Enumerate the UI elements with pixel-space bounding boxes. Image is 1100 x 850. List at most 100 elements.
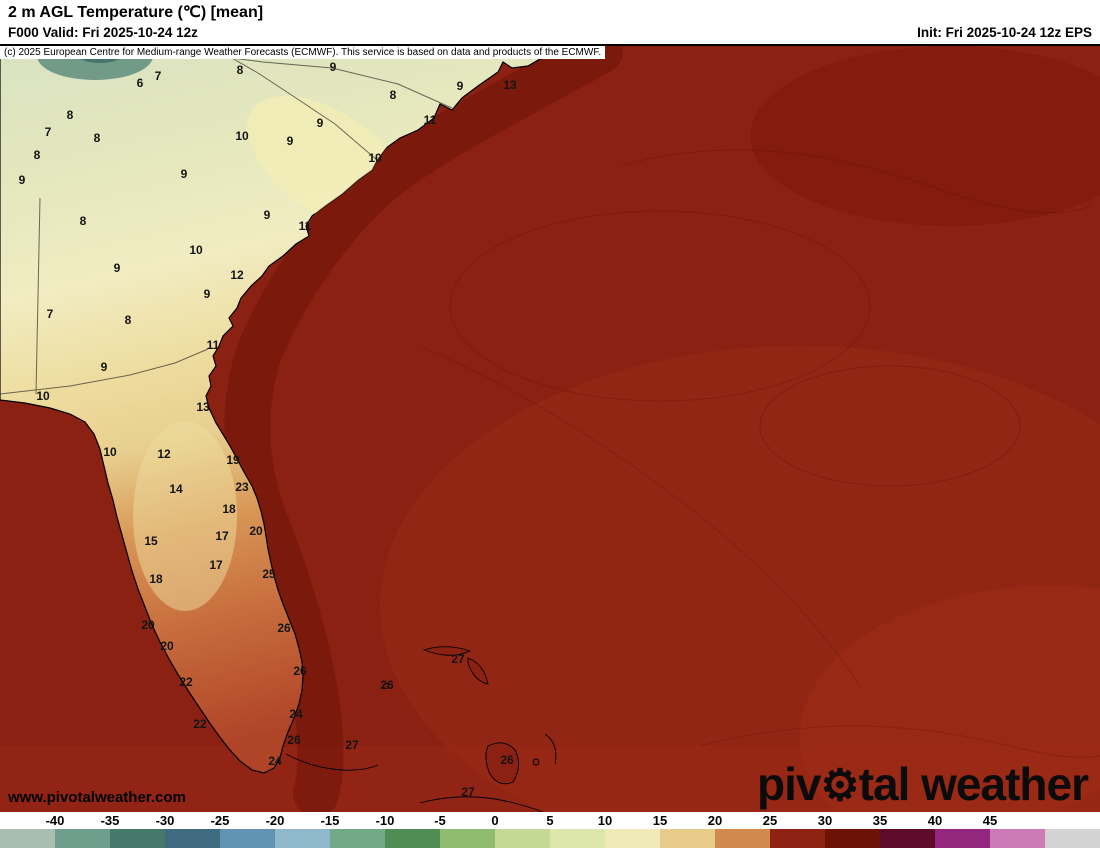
temp-label: 10	[368, 151, 382, 165]
colorbar-tick-label: -30	[155, 813, 175, 828]
colorbar-segment	[165, 829, 220, 848]
temp-label: 24	[289, 707, 303, 721]
temp-label: 8	[93, 131, 101, 145]
temp-label: 11	[298, 219, 312, 233]
map-label-layer: 6 7 8 9 8 9 13 8 7 8 10 9 9 11 8 10 9 9 8 9 11 10 9 12 9 7 8 11 9 10 1…	[0, 46, 1100, 812]
colorbar-segment	[990, 829, 1045, 848]
temp-label: 10	[235, 129, 249, 143]
temp-label: 26	[287, 733, 301, 747]
colorbar-tick-label: -40	[45, 813, 65, 828]
temp-label: 7	[154, 69, 162, 83]
colorbar-segment	[550, 829, 605, 848]
temp-label: 17	[215, 529, 229, 543]
temp-label: 20	[141, 618, 155, 632]
temp-label: 10	[103, 445, 117, 459]
colorbar-tick-label: -10	[375, 813, 395, 828]
colorbar-segment	[825, 829, 880, 848]
temp-label: 8	[79, 214, 87, 228]
colorbar-tick-label: -20	[265, 813, 285, 828]
valid-time-label: F000 Valid: Fri 2025-10-24 12z	[8, 25, 198, 40]
temp-label: 27	[461, 785, 475, 799]
temp-label: 8	[66, 108, 74, 122]
temperature-map	[0, 46, 1100, 812]
temp-label: 13	[196, 400, 210, 414]
colorbar-tick-label: 20	[707, 813, 723, 828]
temp-label: 15	[144, 534, 158, 548]
temp-label: 9	[329, 60, 337, 74]
islands	[285, 646, 557, 812]
temp-label: 20	[160, 639, 174, 653]
colorbar-tick-label: 15	[652, 813, 668, 828]
temp-label: 11	[206, 338, 220, 352]
colorbar-segment	[715, 829, 770, 848]
temp-label: 12	[157, 447, 171, 461]
temp-label: 20	[249, 524, 263, 538]
temp-label: 24	[268, 754, 282, 768]
colorbar-segment	[385, 829, 440, 848]
colorbar-segment	[660, 829, 715, 848]
temp-label: 9	[18, 173, 26, 187]
temp-label: 26	[293, 664, 307, 678]
temp-label: 7	[44, 125, 52, 139]
temp-label: 14	[169, 482, 183, 496]
colorbar-ticks: -40 -35 -30 -25 -20 -15 -10 -5 0 5 10 15 20 25 30 35 40 4…	[0, 812, 1100, 829]
temp-label: 9	[286, 134, 294, 148]
temp-label: 8	[236, 63, 244, 77]
page-title: 2 m AGL Temperature (℃) [mean]	[8, 4, 264, 21]
colorbar-segment	[440, 829, 495, 848]
temp-label: 9	[263, 208, 271, 222]
pivotal-weather-logo: piv⚙tal weather	[757, 758, 1089, 811]
temp-label: 19	[226, 453, 240, 467]
gulf-stream-band	[224, 46, 623, 812]
colorbar-tick-label: 10	[597, 813, 613, 828]
temp-label: 22	[193, 717, 207, 731]
map-area: 6 7 8 9 8 9 13 8 7 8 10 9 9 11 8 10 9 9 8 9 11 10 9 12 9 7 8 11 9 10 1…	[0, 46, 1100, 812]
temp-label: 22	[179, 675, 193, 689]
temp-label: 26	[380, 678, 394, 692]
temp-label: 7	[46, 307, 54, 321]
colorbar-segment	[55, 829, 110, 848]
colorbar-segment	[220, 829, 275, 848]
colorbar-tick-label: -5	[434, 813, 446, 828]
logo-text-piv: piv	[757, 758, 821, 811]
temp-label: 9	[180, 167, 188, 181]
temp-label: 6	[136, 76, 144, 90]
header: 2 m AGL Temperature (℃) [mean] F000 Vali…	[0, 0, 1100, 46]
colorbar-segments	[0, 829, 1100, 848]
colorbar-tick-label: 0	[491, 813, 499, 828]
temp-label: 17	[209, 558, 223, 572]
colorbar-segment	[330, 829, 385, 848]
temp-label: 9	[316, 116, 324, 130]
colorbar-tick-label: 30	[817, 813, 833, 828]
colorbar-segment	[935, 829, 990, 848]
temp-label: 23	[235, 480, 249, 494]
temp-label: 10	[36, 389, 50, 403]
temp-label: 13	[503, 78, 517, 92]
temp-label: 27	[451, 652, 465, 666]
temp-label: 26	[500, 753, 514, 767]
colorbar-segment	[275, 829, 330, 848]
logo-text-tal-weather: tal weather	[858, 758, 1089, 811]
colorbar-segment	[880, 829, 935, 848]
temp-label: 9	[113, 261, 121, 275]
gear-icon: ⚙	[820, 761, 860, 811]
colorbar-tick-label: 35	[872, 813, 888, 828]
temp-label: 8	[33, 148, 41, 162]
temp-label: 27	[345, 738, 359, 752]
temp-label: 8	[389, 88, 397, 102]
temp-label: 9	[100, 360, 108, 374]
colorbar-segment	[770, 829, 825, 848]
colorbar: -40 -35 -30 -25 -20 -15 -10 -5 0 5 10 15 20 25 30 35 40 4…	[0, 812, 1100, 848]
temp-label: 10	[189, 243, 203, 257]
temp-label: 9	[203, 287, 211, 301]
temp-label: 8	[124, 313, 132, 327]
colorbar-tick-label: 40	[927, 813, 943, 828]
colorbar-segment	[1045, 829, 1100, 848]
colorbar-tick-label: -25	[210, 813, 230, 828]
temp-label: 12	[230, 268, 244, 282]
colorbar-segment	[110, 829, 165, 848]
colorbar-segment	[0, 829, 55, 848]
colorbar-tick-label: 5	[546, 813, 554, 828]
temp-label: 18	[222, 502, 236, 516]
colorbar-segment	[495, 829, 550, 848]
